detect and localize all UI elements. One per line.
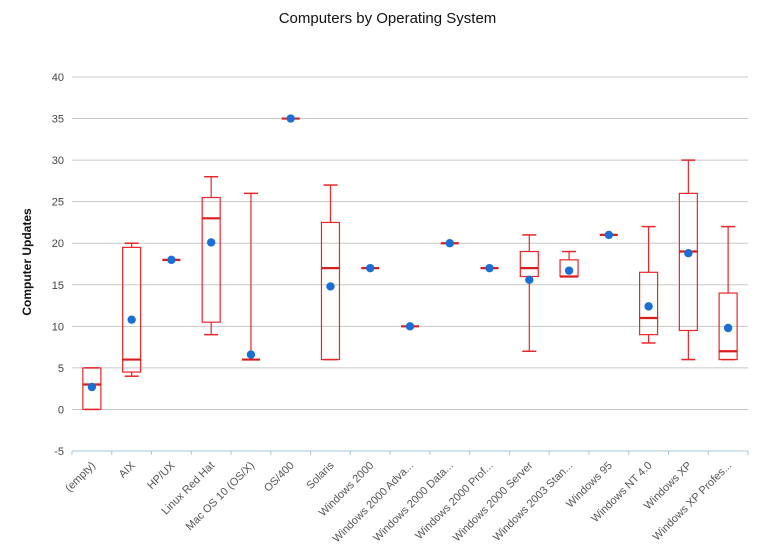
mean-point <box>485 263 494 273</box>
y-tick-label: 0 <box>58 404 64 416</box>
box-5 <box>281 114 300 123</box>
y-tick-label: 10 <box>52 321 64 333</box>
iqr-box <box>638 271 659 336</box>
gridlines <box>72 76 748 410</box>
x-tick-label: HP/UX <box>145 459 178 492</box>
iqr-box <box>519 250 539 278</box>
y-tick-label: 35 <box>52 114 64 126</box>
iqr-box <box>201 196 221 323</box>
y-tick-label: 5 <box>58 363 64 375</box>
x-tick-label: Windows 2000 Server <box>451 459 536 544</box>
box-16 <box>718 225 738 361</box>
y-tick-label: 15 <box>52 280 64 292</box>
x-tick-label: Windows XP Profes... <box>651 460 735 544</box>
mean-point <box>525 275 534 284</box>
box-12 <box>559 250 579 278</box>
mean-point <box>684 248 693 258</box>
x-tick-label: Solaris <box>304 459 337 492</box>
y-axis-label: Computer Updates <box>20 208 34 316</box>
box-15 <box>678 159 698 361</box>
mean-point <box>445 239 454 248</box>
y-tick-label: 20 <box>52 238 64 250</box>
x-tick-label: AIX <box>117 459 138 480</box>
mean-point <box>326 282 335 291</box>
box-0 <box>82 367 102 411</box>
x-tick-label: OS/400 <box>262 460 297 495</box>
mean-point <box>286 114 295 123</box>
mean-point <box>246 350 256 359</box>
y-tick-label: -5 <box>54 446 64 458</box>
box-10 <box>480 263 499 273</box>
chart-title: Computers by Operating System <box>278 10 497 27</box>
box-8 <box>401 322 419 331</box>
mean-point <box>644 302 653 311</box>
mean-point <box>604 230 614 240</box>
iqr-box <box>718 292 738 361</box>
mean-point <box>87 382 97 392</box>
box-7 <box>361 263 380 273</box>
box-9 <box>440 239 459 248</box>
x-axis <box>71 450 749 455</box>
box-2 <box>162 255 181 265</box>
box-3 <box>201 175 221 336</box>
mean-point <box>564 266 574 275</box>
x-tick-label: Mac OS 10 (OS/X) <box>184 460 257 533</box>
iqr-box <box>122 246 142 373</box>
box-6 <box>320 184 341 361</box>
y-tick-labels: -5 0 5 10 15 20 25 30 35 40 <box>52 72 64 458</box>
mean-point <box>405 322 415 331</box>
y-tick-label: 25 <box>52 197 64 209</box>
x-tick-label: Windows 2003 Stan... <box>491 460 575 544</box>
mean-point <box>366 263 375 273</box>
box-14 <box>638 225 659 344</box>
mean-point <box>127 315 136 324</box>
box-4 <box>241 192 260 361</box>
y-tick-label: 40 <box>52 72 64 84</box>
iqr-box <box>678 192 698 332</box>
box-13 <box>599 230 618 240</box>
x-tick-label: (empty) <box>63 460 98 495</box>
mean-point <box>723 323 733 333</box>
iqr-box <box>82 367 102 411</box>
box-series <box>82 114 738 411</box>
x-tick-label: Windows 2000 Data... <box>371 460 456 545</box>
iqr-box <box>320 221 341 361</box>
y-tick-label: 30 <box>52 155 64 167</box>
x-tick-label: Windows 2000 Prof... <box>413 460 495 542</box>
box-1 <box>122 242 142 377</box>
mean-point <box>167 255 176 265</box>
box-11 <box>519 234 539 353</box>
mean-point <box>206 238 216 247</box>
